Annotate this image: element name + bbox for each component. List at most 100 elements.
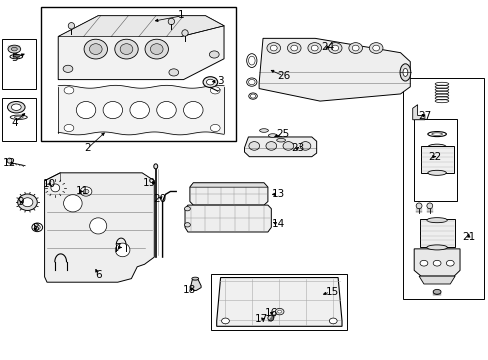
Ellipse shape	[426, 245, 447, 250]
Text: 5: 5	[11, 53, 18, 63]
Ellipse shape	[89, 44, 102, 54]
Ellipse shape	[83, 189, 89, 194]
Ellipse shape	[248, 141, 259, 150]
Bar	[413, 119, 456, 201]
Ellipse shape	[348, 42, 362, 53]
Polygon shape	[412, 105, 424, 120]
Bar	[402, 78, 484, 299]
Text: 3: 3	[216, 76, 223, 86]
Ellipse shape	[84, 39, 107, 59]
Ellipse shape	[307, 42, 321, 53]
Bar	[2, 98, 36, 140]
Ellipse shape	[300, 141, 310, 150]
Circle shape	[64, 125, 74, 132]
Ellipse shape	[182, 30, 188, 36]
Text: 10: 10	[43, 179, 56, 189]
Polygon shape	[184, 205, 271, 232]
Circle shape	[446, 260, 453, 266]
Ellipse shape	[130, 102, 149, 119]
Text: 25: 25	[275, 129, 288, 139]
Ellipse shape	[402, 68, 407, 76]
Ellipse shape	[51, 184, 60, 192]
Ellipse shape	[150, 44, 163, 54]
Ellipse shape	[206, 79, 214, 85]
Ellipse shape	[203, 77, 217, 87]
Bar	[211, 274, 346, 329]
Ellipse shape	[13, 55, 20, 58]
Ellipse shape	[76, 102, 96, 119]
Circle shape	[184, 223, 190, 227]
Polygon shape	[244, 137, 316, 157]
Bar	[2, 40, 36, 89]
Circle shape	[64, 87, 74, 94]
Ellipse shape	[328, 42, 341, 53]
Ellipse shape	[432, 289, 440, 294]
Ellipse shape	[157, 102, 176, 119]
Polygon shape	[44, 173, 154, 282]
Ellipse shape	[415, 203, 421, 209]
Polygon shape	[189, 183, 267, 205]
Polygon shape	[418, 276, 454, 284]
Ellipse shape	[7, 158, 12, 163]
Ellipse shape	[32, 223, 42, 231]
Ellipse shape	[14, 116, 23, 118]
Ellipse shape	[331, 45, 338, 51]
Ellipse shape	[120, 44, 133, 54]
Ellipse shape	[11, 47, 17, 51]
Bar	[41, 7, 235, 140]
Text: 15: 15	[325, 287, 338, 297]
Ellipse shape	[250, 94, 255, 98]
Ellipse shape	[76, 184, 96, 199]
Ellipse shape	[115, 243, 130, 257]
Text: 22: 22	[427, 152, 440, 162]
Circle shape	[275, 309, 284, 315]
Text: 18: 18	[183, 285, 196, 296]
Ellipse shape	[426, 218, 447, 223]
Ellipse shape	[246, 54, 256, 67]
Text: 11: 11	[76, 186, 89, 197]
Ellipse shape	[268, 134, 277, 137]
Text: 8: 8	[32, 224, 39, 233]
Ellipse shape	[10, 115, 27, 120]
Ellipse shape	[372, 45, 379, 51]
Text: 7: 7	[114, 243, 121, 253]
Ellipse shape	[431, 133, 442, 135]
Circle shape	[221, 318, 229, 324]
Bar	[419, 220, 454, 247]
Text: 13: 13	[271, 189, 285, 199]
Ellipse shape	[103, 102, 122, 119]
Polygon shape	[259, 39, 409, 101]
Ellipse shape	[283, 141, 293, 150]
Bar	[420, 146, 453, 173]
Text: 14: 14	[271, 219, 285, 229]
Ellipse shape	[18, 194, 37, 211]
Ellipse shape	[191, 277, 198, 280]
Text: 6: 6	[95, 270, 102, 280]
Text: 23: 23	[291, 143, 304, 153]
Ellipse shape	[34, 225, 40, 230]
Ellipse shape	[426, 203, 432, 209]
Text: 21: 21	[461, 232, 474, 242]
Ellipse shape	[68, 23, 74, 29]
Ellipse shape	[22, 198, 33, 207]
Text: 1: 1	[178, 10, 184, 20]
Ellipse shape	[183, 102, 203, 119]
Ellipse shape	[89, 218, 106, 234]
Ellipse shape	[11, 104, 21, 111]
Ellipse shape	[266, 42, 280, 53]
Ellipse shape	[154, 164, 158, 169]
Ellipse shape	[311, 45, 318, 51]
Ellipse shape	[399, 64, 410, 81]
Ellipse shape	[248, 93, 257, 99]
Circle shape	[329, 318, 336, 324]
Ellipse shape	[7, 102, 25, 113]
Ellipse shape	[287, 42, 301, 53]
Polygon shape	[190, 280, 201, 291]
Ellipse shape	[368, 42, 382, 53]
Ellipse shape	[270, 45, 277, 51]
Text: 2: 2	[84, 143, 91, 153]
Ellipse shape	[276, 138, 285, 142]
Text: 16: 16	[264, 309, 277, 318]
Polygon shape	[216, 278, 341, 326]
Ellipse shape	[427, 132, 446, 136]
